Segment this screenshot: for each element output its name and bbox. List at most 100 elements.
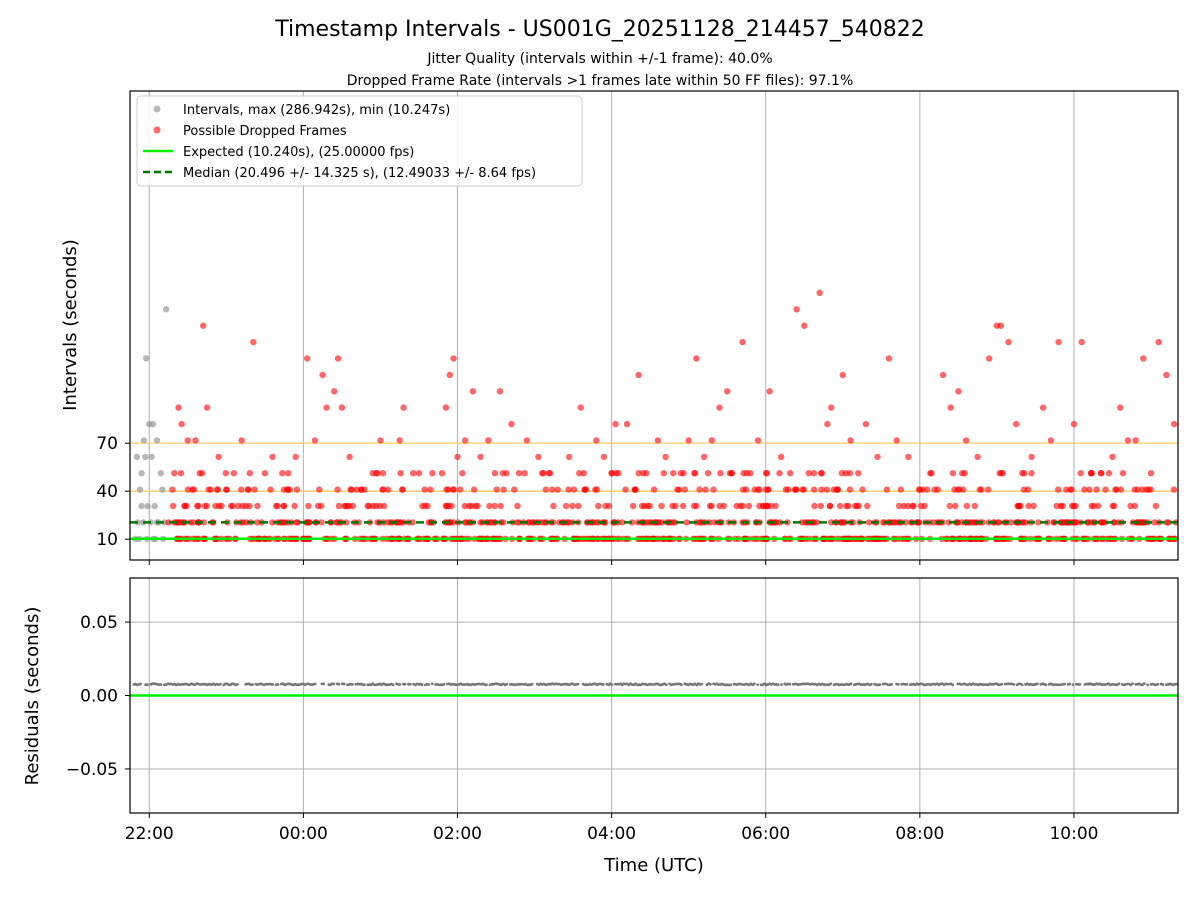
dropped-frame-point (384, 486, 392, 493)
dropped-frame-point (986, 355, 993, 362)
dropped-frame-point (754, 437, 762, 444)
residual-point (337, 682, 341, 686)
residual-point (403, 682, 407, 686)
dropped-frame-points (165, 289, 1178, 542)
dropped-frame-point (508, 420, 515, 428)
dropped-frame-point (192, 437, 199, 444)
dropped-frame-point (450, 486, 457, 493)
dropped-frame-point (739, 486, 747, 493)
dropped-frame-point (539, 470, 546, 477)
dropped-frame-point (697, 519, 704, 526)
dropped-frame-point (373, 502, 380, 510)
dropped-frame-point (242, 502, 249, 510)
dropped-frame-point (366, 502, 373, 510)
dropped-frame-point (1170, 486, 1178, 493)
dropped-frame-point (399, 486, 406, 493)
dropped-frame-point (946, 502, 953, 510)
dropped-frame-point (474, 502, 481, 510)
residual-point (218, 682, 222, 686)
dropped-frame-point (853, 502, 861, 510)
residual-points (132, 682, 1178, 687)
dropped-frame-point (1163, 371, 1170, 379)
dropped-frame-point (316, 486, 323, 493)
dropped-frame-point (311, 437, 319, 444)
residual-point (680, 683, 683, 687)
dropped-frame-point (442, 404, 450, 411)
dropped-frame-point (279, 519, 287, 526)
dropped-frame-point (203, 404, 211, 411)
dropped-frame-point (550, 502, 557, 510)
residual-point (756, 683, 760, 686)
dropped-frame-point (961, 470, 968, 477)
dropped-frame-point (766, 388, 773, 395)
dropped-frame-point (415, 470, 423, 477)
dropped-frame-point (862, 420, 870, 428)
dropped-frame-point (1119, 470, 1127, 477)
dropped-frame-point (811, 486, 818, 493)
dropped-frame-point (762, 486, 770, 493)
dropped-frame-point (679, 502, 687, 510)
dropped-frame-point (816, 289, 823, 296)
dropped-frame-point (521, 470, 528, 477)
residual-point (1012, 683, 1016, 686)
dropped-frame-point (570, 486, 578, 493)
dropped-frame-point (772, 502, 779, 510)
dropped-frame-point (949, 470, 957, 477)
residual-point (890, 683, 893, 686)
dropped-frame-point (1088, 502, 1095, 510)
dropped-frame-point (823, 486, 830, 493)
dropped-frame-point (762, 470, 770, 477)
dropped-frame-point (409, 519, 416, 526)
dropped-frame-point (459, 470, 466, 477)
dropped-frame-point (493, 486, 500, 493)
dropped-frame-point (1132, 437, 1139, 444)
residual-point (1020, 683, 1024, 687)
dropped-frame-point (446, 371, 453, 379)
residual-point (485, 683, 488, 687)
dropped-frame-point (916, 486, 924, 493)
dropped-frame-point (1070, 420, 1078, 428)
dropped-frame-point (971, 519, 979, 526)
residual-point (829, 682, 832, 686)
dropped-frame-point (250, 338, 257, 346)
residuals-y-tick-label: 0.00 (80, 687, 118, 707)
residual-point (398, 683, 402, 686)
dropped-frame-point (347, 486, 354, 493)
dropped-frame-point (716, 404, 723, 411)
residual-point (951, 683, 955, 687)
dropped-frame-point (923, 486, 931, 493)
interval-point (159, 486, 166, 493)
dropped-frame-point (338, 404, 346, 411)
dropped-frame-point (1105, 470, 1113, 477)
dropped-frame-point (461, 502, 469, 510)
residuals-y-tick-label: 0.05 (80, 613, 118, 633)
legend-normal-marker (153, 105, 161, 113)
dropped-frame-point (859, 486, 866, 493)
dropped-frame-point (285, 470, 292, 477)
dropped-frame-point (454, 453, 461, 461)
residual-point (427, 683, 431, 686)
interval-point (148, 453, 155, 461)
dropped-frame-point (733, 502, 740, 510)
dropped-frame-point (826, 502, 834, 510)
dropped-frame-point (810, 470, 818, 477)
residual-point (1071, 683, 1075, 686)
dropped-frame-point (681, 486, 688, 493)
dropped-frame-point (369, 470, 376, 477)
dropped-frame-point (1019, 519, 1026, 526)
dropped-frame-point (1109, 502, 1116, 510)
dropped-frame-point (608, 470, 615, 477)
dropped-frame-point (945, 519, 952, 526)
dropped-frame-point (177, 470, 185, 477)
dropped-frame-point (793, 306, 800, 313)
dropped-frame-point (612, 420, 619, 428)
residual-point (1175, 682, 1178, 686)
residual-point (664, 683, 668, 687)
dropped-frame-point (865, 519, 873, 526)
dropped-frame-point (171, 470, 178, 477)
dropped-frame-point (1072, 502, 1079, 510)
dropped-frame-point (554, 486, 561, 493)
dropped-frame-point (1028, 453, 1035, 461)
dropped-frame-point (855, 470, 862, 477)
